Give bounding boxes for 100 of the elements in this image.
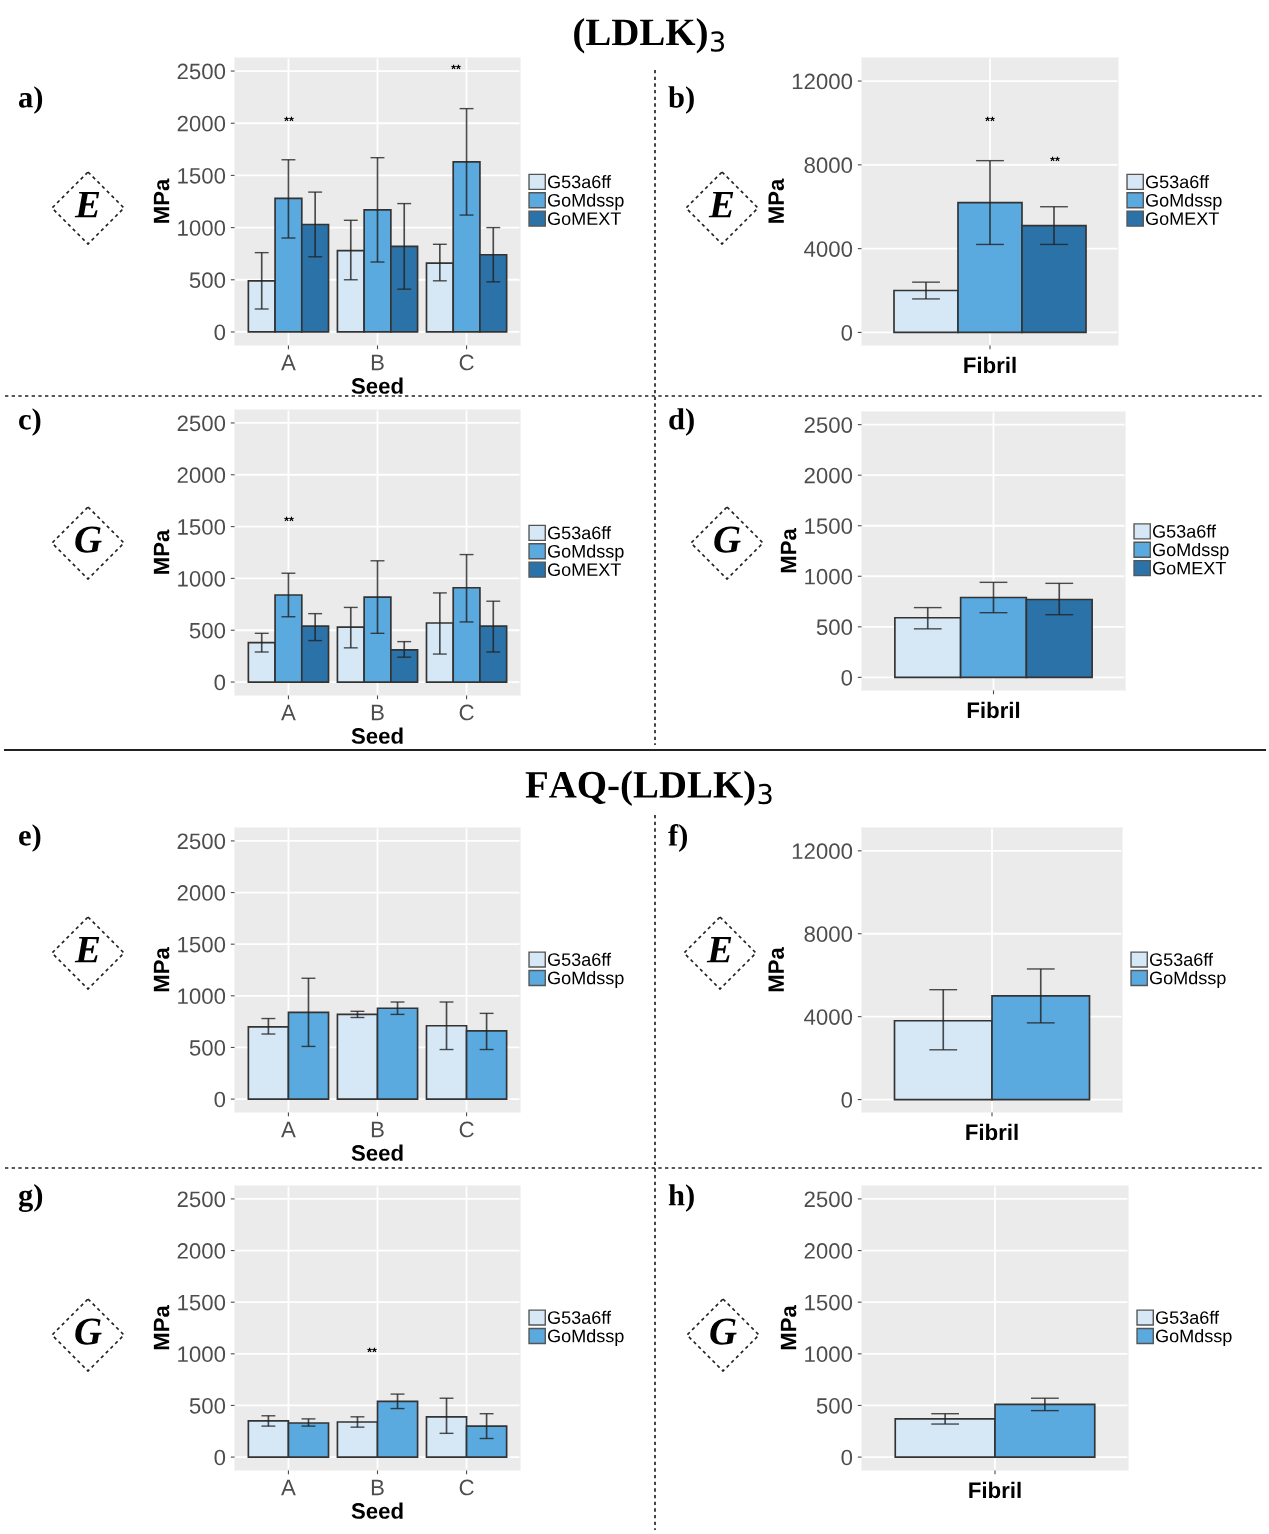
legend-label: G53a6ff <box>1149 952 1214 966</box>
y-tick-label: 2000 <box>177 115 226 132</box>
x-tick-label: B <box>371 1479 384 1496</box>
annotation: ** <box>367 1347 377 1353</box>
y-axis-title: MPa <box>780 1305 797 1350</box>
legend-label: G53a6ff <box>1152 524 1217 538</box>
y-tick-label: 1500 <box>178 167 226 184</box>
y-tick-label: 2500 <box>177 833 226 850</box>
y-tick-label: 2500 <box>177 415 226 432</box>
x-tick-label: A <box>281 1479 296 1496</box>
text: G <box>714 526 741 553</box>
y-tick-label: 1500 <box>178 1294 226 1311</box>
legend-label: G53a6ff <box>547 1310 612 1324</box>
y-tick-label: 1000 <box>805 568 853 585</box>
legend-label: GoMEXT <box>547 563 621 577</box>
y-tick-label: 500 <box>189 272 226 289</box>
y-tick-label: 500 <box>189 1397 226 1414</box>
text: f) <box>668 823 688 853</box>
x-tick-label: B <box>371 354 384 371</box>
y-axis-title: MPa <box>768 947 785 992</box>
y-tick-label: 1000 <box>178 220 226 236</box>
legend-label: G53a6ff <box>547 175 612 189</box>
x-tick-label: C <box>459 354 474 371</box>
legend-label: G53a6ff <box>547 952 612 966</box>
x-axis-title: Fibril <box>964 356 1016 374</box>
y-tick-label: 1000 <box>178 1346 226 1363</box>
y-tick-label: 8000 <box>804 926 853 942</box>
x-axis-title: Fibril <box>966 1123 1018 1141</box>
legend-label: G53a6ff <box>1145 175 1210 189</box>
y-tick-label: 0 <box>841 1449 853 1466</box>
y-axis-title: MPa <box>768 178 785 223</box>
annotation: ** <box>284 516 294 522</box>
annotation: ** <box>985 116 995 122</box>
y-tick-label: 0 <box>214 1449 226 1466</box>
annotation: ** <box>284 116 294 122</box>
y-tick-label: 4000 <box>804 1009 853 1025</box>
y-tick-label: 0 <box>841 324 853 341</box>
legend-label: G53a6ff <box>547 526 612 540</box>
text: a) <box>18 86 43 114</box>
y-tick-label: 0 <box>214 1091 226 1108</box>
y-tick-label: 500 <box>816 619 853 636</box>
legend-label: GoMEXT <box>1145 212 1219 226</box>
y-tick-label: 2000 <box>177 467 226 484</box>
y-tick-label: 0 <box>214 324 226 341</box>
x-tick-label: C <box>459 1479 474 1496</box>
y-tick-label: 1000 <box>178 988 226 1005</box>
x-tick-label: A <box>281 1121 296 1138</box>
y-tick-label: 4000 <box>804 241 853 257</box>
legend-label: GoMdssp <box>1155 1329 1232 1346</box>
y-tick-label: 0 <box>841 669 853 686</box>
y-tick-label: 1500 <box>178 936 226 953</box>
y-tick-label: 2000 <box>177 885 226 901</box>
y-tick-label: 2000 <box>177 1243 226 1259</box>
y-tick-label: 1500 <box>805 518 853 534</box>
legend-label: GoMdssp <box>547 544 624 562</box>
y-tick-label: 500 <box>189 1039 226 1056</box>
text: g) <box>18 1184 43 1212</box>
y-tick-label: 1500 <box>178 519 226 535</box>
x-tick-label: B <box>371 704 384 721</box>
x-tick-label: A <box>281 354 296 371</box>
text: E <box>708 191 734 218</box>
x-axis-title: Seed <box>351 727 403 744</box>
text: e) <box>19 824 41 852</box>
text: G <box>710 1318 737 1345</box>
y-tick-label: 1000 <box>805 1346 853 1363</box>
x-tick-label: A <box>281 704 296 721</box>
y-axis-title: MPa <box>153 1305 170 1350</box>
text: G <box>75 526 102 553</box>
annotation: ** <box>1050 156 1060 162</box>
x-axis-title: Fibril <box>967 701 1020 719</box>
legend-label: GoMdssp <box>1152 542 1229 560</box>
y-tick-label: 1500 <box>805 1294 853 1311</box>
x-axis-title: Seed <box>351 377 403 394</box>
y-tick-label: 0 <box>841 1092 853 1108</box>
y-tick-label: 2500 <box>804 417 853 433</box>
x-axis-title: Fibril <box>969 1481 1021 1499</box>
text: b) <box>668 86 694 114</box>
y-axis-title: MPa <box>153 529 170 574</box>
text: h) <box>668 1184 694 1212</box>
y-axis-title: MPa <box>153 947 170 992</box>
legend-label: GoMdssp <box>547 1329 624 1346</box>
y-tick-label: 8000 <box>804 157 853 174</box>
text: (LDLK)$_{3}$ <box>574 18 725 54</box>
legend-label: GoMdssp <box>1145 193 1222 211</box>
text: E <box>74 936 100 963</box>
x-axis-title: Seed <box>351 1502 403 1519</box>
text: FAQ-(LDLK)$_{3}$ <box>525 770 772 806</box>
legend-label: GoMEXT <box>1152 561 1226 575</box>
text: E <box>74 191 100 218</box>
x-tick-label: B <box>371 1121 384 1138</box>
y-tick-label: 12000 <box>792 843 853 860</box>
text: c) <box>19 408 41 436</box>
legend-label: GoMdssp <box>547 193 624 211</box>
y-tick-label: 2500 <box>177 1191 226 1208</box>
x-tick-label: C <box>459 704 474 721</box>
legend-label: G53a6ff <box>1155 1310 1220 1324</box>
y-tick-label: 2500 <box>804 1191 853 1208</box>
x-axis-title: Seed <box>351 1144 403 1161</box>
text: G <box>75 1318 102 1345</box>
y-axis-title: MPa <box>780 528 797 573</box>
